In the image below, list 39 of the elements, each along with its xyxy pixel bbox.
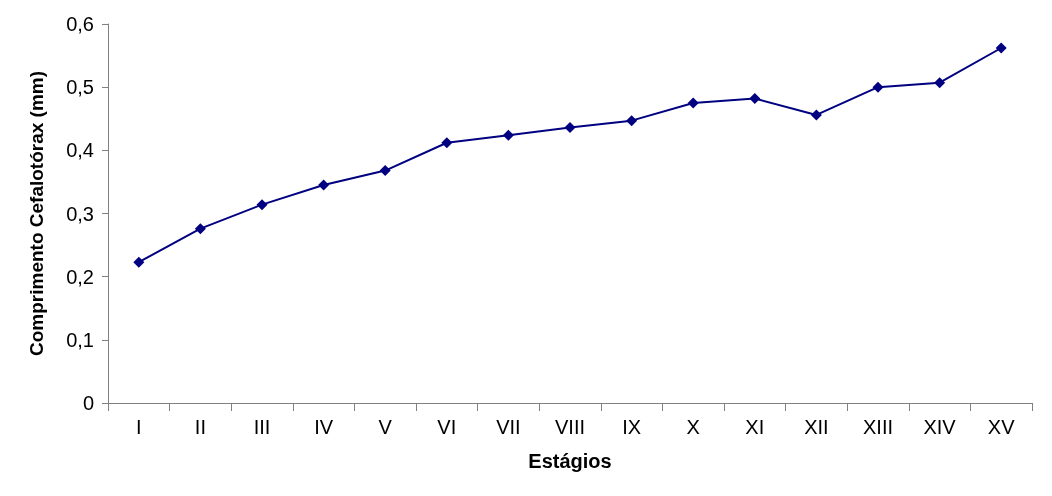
x-tick-label: X [686, 416, 700, 438]
x-tick-label: XIII [862, 416, 894, 438]
x-tick-label: VIII [554, 416, 586, 438]
y-tick-label: 0 [82, 392, 94, 414]
x-tick-label: V [378, 416, 393, 438]
point [626, 115, 638, 127]
x-tick-label: VI [437, 416, 457, 438]
x-tick-label: I [136, 416, 142, 438]
point [318, 179, 330, 191]
point [749, 93, 761, 105]
y-tick-label: 0,2 [66, 265, 94, 288]
y-axis-title: Comprimento Cefalotórax (mm) [26, 70, 47, 357]
point [441, 137, 453, 149]
x-tick-label: XV [987, 416, 1016, 438]
x-tick-label: III [253, 416, 271, 438]
point [194, 223, 206, 235]
point [995, 42, 1007, 54]
x-axis-title: Estágios [528, 450, 612, 472]
y-tick-label: 0,5 [66, 76, 94, 99]
y-tick-label: 0,3 [66, 202, 94, 225]
y-tick-label: 0,1 [66, 328, 94, 351]
point [256, 199, 268, 211]
x-tick-label: VII [496, 416, 521, 438]
x-tick-label: IV [314, 416, 334, 438]
point [872, 81, 884, 93]
y-tick-label: 0,4 [66, 139, 94, 162]
x-tick-label: XI [745, 416, 765, 438]
point [502, 129, 514, 141]
point [564, 122, 576, 134]
point [379, 165, 391, 177]
point [934, 77, 946, 89]
x-tick-label: XII [804, 416, 829, 438]
point [687, 97, 699, 109]
x-tick-label: IX [622, 416, 642, 438]
x-tick-label: II [194, 416, 206, 438]
point [133, 256, 145, 268]
y-tick-label: 0,6 [66, 13, 94, 35]
x-tick-label: XIV [923, 416, 957, 438]
point [810, 109, 822, 121]
